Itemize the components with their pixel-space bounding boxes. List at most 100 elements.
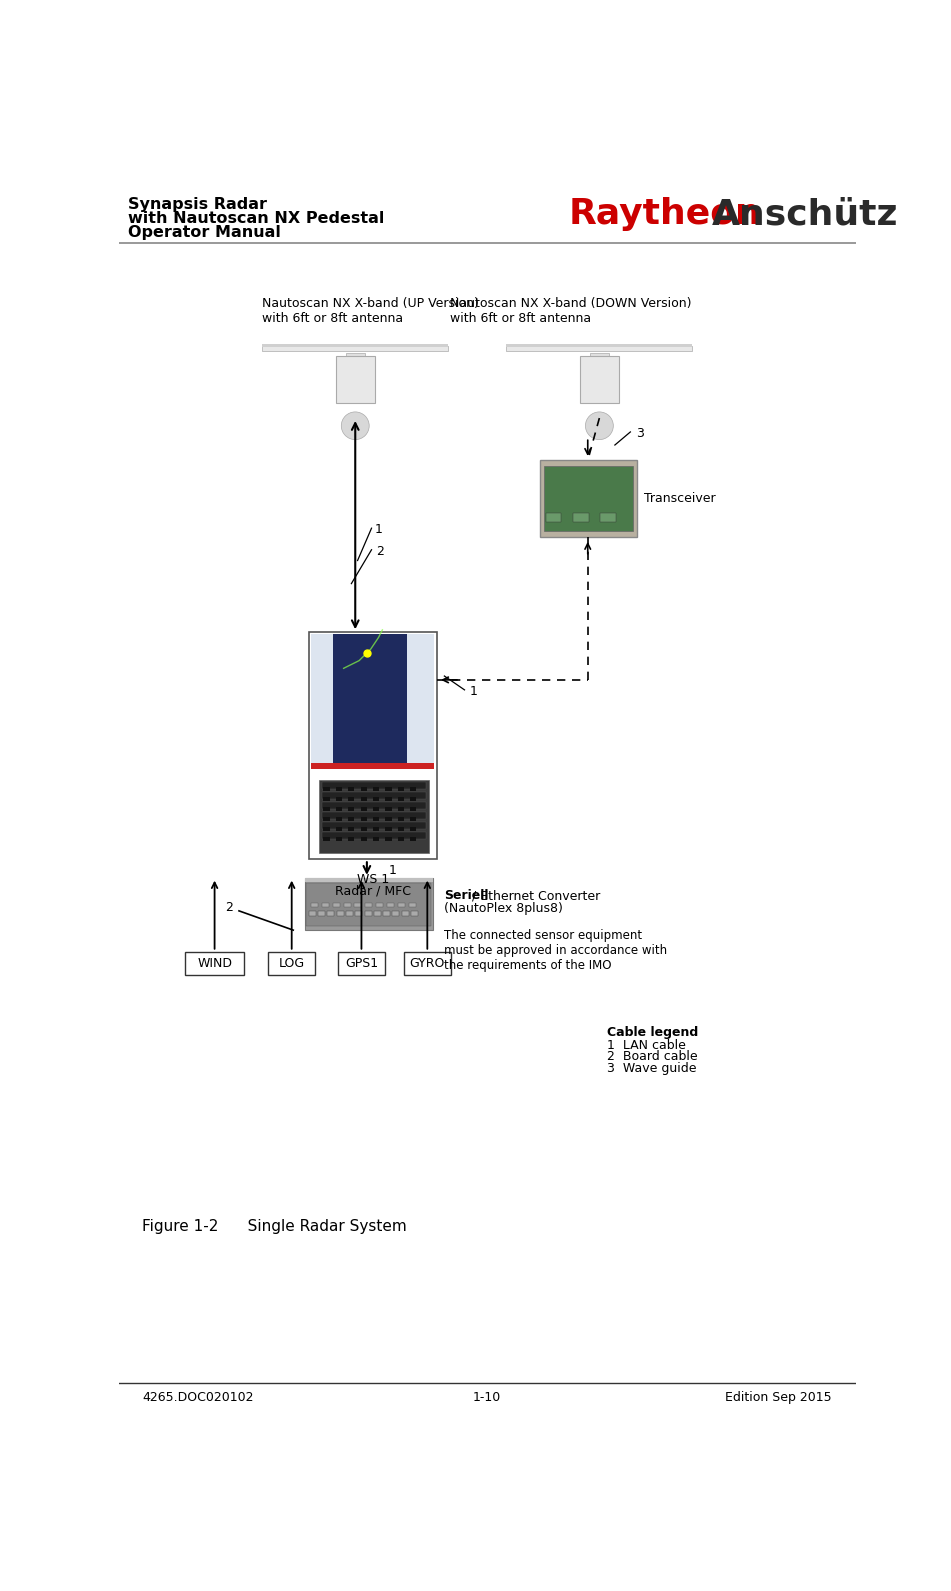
Text: WIND: WIND [197, 956, 232, 971]
Bar [411, 912, 418, 916]
Bar [262, 344, 448, 347]
Bar [356, 912, 362, 916]
Bar [323, 807, 330, 811]
Text: / Ethernet Converter: / Ethernet Converter [473, 889, 600, 902]
Bar [398, 816, 404, 821]
Bar [348, 788, 355, 791]
Text: 4265.DOC020102: 4265.DOC020102 [142, 1391, 254, 1403]
Bar [322, 792, 426, 799]
Bar [360, 807, 367, 811]
Bar [311, 635, 435, 768]
Bar [600, 512, 615, 522]
Bar [348, 816, 355, 821]
Bar [407, 635, 435, 768]
Bar [311, 904, 318, 907]
Bar [322, 904, 329, 907]
Text: GYRO: GYRO [410, 956, 445, 971]
Bar [373, 816, 379, 821]
Bar [309, 632, 437, 859]
Bar [348, 827, 355, 831]
Bar [401, 912, 409, 916]
Text: WS 1: WS 1 [357, 873, 389, 886]
Bar [409, 904, 416, 907]
Bar [385, 797, 392, 800]
Bar [360, 827, 367, 831]
Bar [305, 878, 433, 931]
Bar [336, 816, 342, 821]
Bar [336, 788, 342, 791]
Text: Anschütz: Anschütz [711, 197, 899, 231]
Text: (NautoPlex 8plus8): (NautoPlex 8plus8) [444, 902, 563, 915]
Bar [377, 904, 383, 907]
Bar [383, 912, 390, 916]
Bar [410, 788, 417, 791]
Bar [398, 807, 404, 811]
Bar [322, 802, 426, 810]
Bar [346, 912, 353, 916]
Text: Figure 1-2      Single Radar System: Figure 1-2 Single Radar System [142, 1219, 407, 1235]
Bar [398, 797, 404, 800]
Bar [364, 912, 372, 916]
Bar [322, 832, 426, 840]
Text: Transceiver: Transceiver [645, 493, 716, 506]
Bar [306, 883, 431, 926]
Bar [343, 904, 351, 907]
Text: 1: 1 [375, 523, 382, 536]
Bar [387, 904, 394, 907]
Bar [336, 827, 342, 831]
Bar [398, 788, 404, 791]
Text: Edition Sep 2015: Edition Sep 2015 [726, 1391, 832, 1403]
Bar [410, 827, 417, 831]
Bar [590, 353, 609, 375]
Bar [355, 904, 361, 907]
Bar [398, 827, 404, 831]
Bar [336, 837, 342, 840]
Bar [385, 788, 392, 791]
Bar [262, 345, 448, 352]
Bar [323, 827, 330, 831]
Bar [318, 912, 325, 916]
Text: 2: 2 [377, 544, 384, 558]
Bar [322, 823, 426, 829]
Bar [184, 951, 244, 975]
Bar [410, 816, 417, 821]
Bar [336, 356, 375, 403]
Bar [323, 837, 330, 840]
Bar [506, 344, 692, 347]
Text: 2: 2 [225, 901, 233, 913]
Bar [348, 807, 355, 811]
Bar [337, 912, 343, 916]
Bar [546, 512, 561, 522]
Bar [360, 816, 367, 821]
Bar [346, 353, 364, 375]
Bar [319, 780, 429, 853]
Bar [580, 356, 619, 403]
Text: Raytheon: Raytheon [569, 197, 761, 231]
Bar [410, 797, 417, 800]
Bar [305, 878, 433, 881]
Bar [323, 788, 330, 791]
Text: Nautoscan NX X-band (DOWN Version)
with 6ft or 8ft antenna: Nautoscan NX X-band (DOWN Version) with … [450, 298, 691, 325]
Text: Operator Manual: Operator Manual [128, 224, 281, 240]
Text: 1  LAN cable: 1 LAN cable [607, 1039, 686, 1052]
Text: The connected sensor equipment
must be approved in accordance with
the requireme: The connected sensor equipment must be a… [444, 929, 668, 972]
Bar [398, 837, 404, 840]
Bar [348, 837, 355, 840]
Bar [323, 797, 330, 800]
Bar [385, 837, 392, 840]
Bar [385, 827, 392, 831]
Bar [374, 912, 380, 916]
Text: Synapsis Radar: Synapsis Radar [128, 197, 267, 212]
Bar [398, 904, 405, 907]
Text: 1: 1 [389, 864, 397, 877]
Bar [506, 345, 692, 352]
Bar [365, 904, 372, 907]
Bar [268, 951, 315, 975]
Circle shape [586, 412, 613, 439]
Bar [373, 788, 379, 791]
Bar [373, 807, 379, 811]
Text: Seriell: Seriell [444, 889, 489, 902]
Bar [327, 912, 335, 916]
Bar [322, 813, 426, 819]
Bar [360, 797, 367, 800]
